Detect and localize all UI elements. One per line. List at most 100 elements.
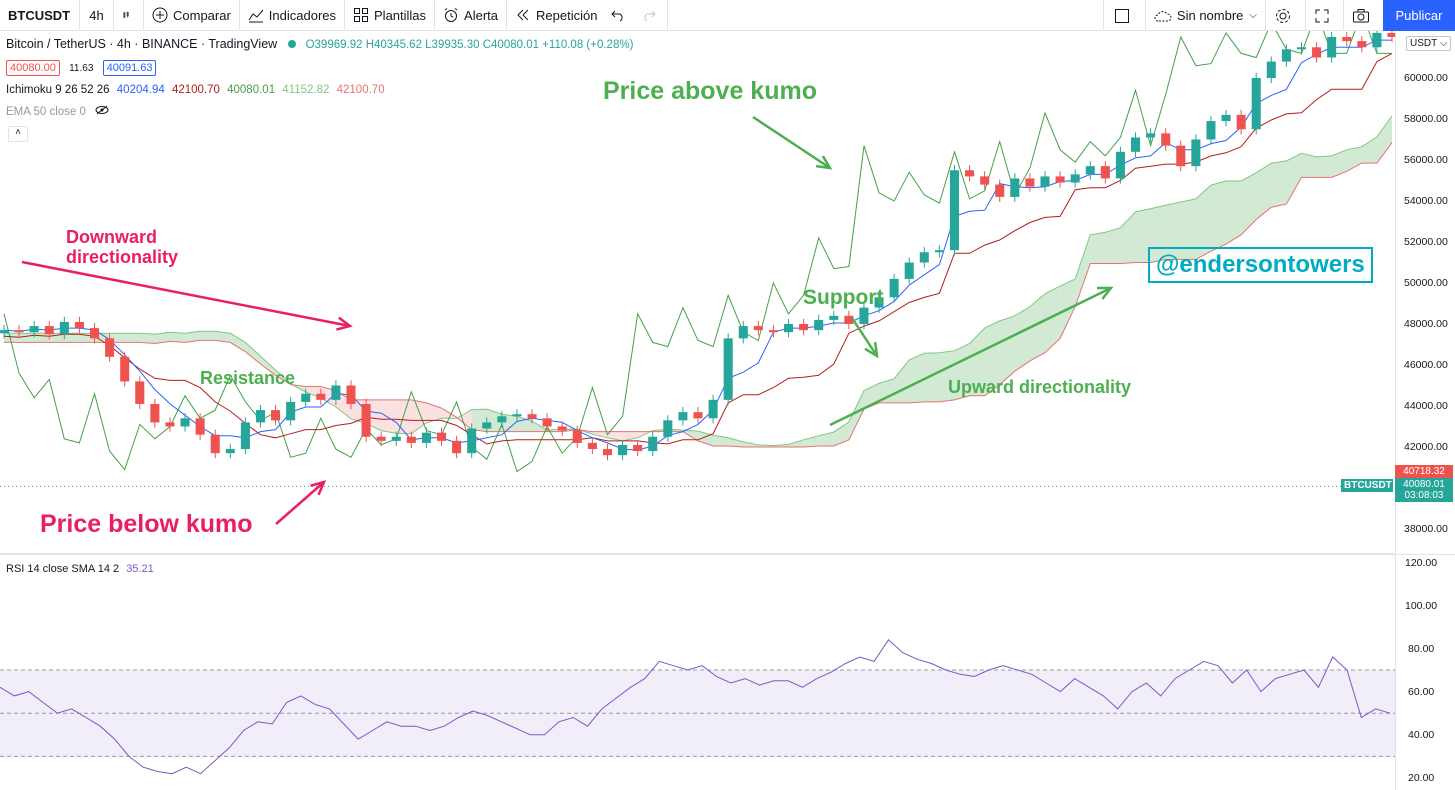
- top-toolbar: BTCUSDT 4h Comparar Indicadores Plantill…: [0, 0, 1455, 31]
- upward-arrow: [829, 286, 1112, 427]
- candle-body: [436, 432, 447, 441]
- candles-icon: [123, 11, 129, 19]
- interval-button[interactable]: 4h: [80, 0, 114, 31]
- price-tick: 46000.00: [1404, 359, 1448, 371]
- ichimoku-cloud-segment: [185, 331, 201, 343]
- replay-button[interactable]: Repetición: [507, 0, 605, 31]
- ichimoku-cloud-segment: [230, 333, 246, 352]
- ichimoku-cloud-segment: [1075, 234, 1091, 307]
- fullscreen-icon: [1315, 9, 1329, 22]
- candle-body: [1025, 178, 1035, 187]
- candle-body: [1040, 176, 1050, 187]
- price-tick: 58000.00: [1404, 113, 1448, 125]
- indicators-button[interactable]: Indicadores: [240, 0, 346, 31]
- candle-body: [799, 324, 809, 331]
- candle-body: [934, 250, 944, 253]
- candle-body: [316, 393, 326, 400]
- ichimoku-cloud-segment: [728, 437, 744, 447]
- chart-type-button[interactable]: [114, 0, 144, 31]
- rsi-axis[interactable]: [1395, 555, 1455, 790]
- ichimoku-spanB-value: 42100.70: [336, 84, 385, 96]
- ema-legend[interactable]: EMA 50 close 0: [6, 105, 109, 118]
- candle-body: [844, 315, 854, 324]
- right-toolbar: Sin nombre ⌵ Publicar: [1102, 0, 1455, 31]
- ichimoku-cloud-segment: [1226, 181, 1242, 245]
- ichimoku-cloud-segment: [139, 333, 155, 344]
- price-tick: 52000.00: [1404, 236, 1448, 248]
- candle-body: [753, 326, 763, 331]
- undo-icon: [611, 10, 624, 22]
- ichimoku-cloud-segment: [999, 315, 1015, 385]
- candle-body: [135, 381, 145, 404]
- settings-button[interactable]: [1266, 0, 1306, 31]
- ichimoku-cloud-segment: [34, 333, 50, 343]
- ichimoku-cloud-segment: [1256, 163, 1272, 220]
- price-tick: 44000.00: [1404, 400, 1448, 412]
- annotation-price-below: Price below kumo: [40, 510, 253, 538]
- candle-body: [1387, 32, 1397, 37]
- ichimoku-cloud-segment: [245, 342, 261, 364]
- alert-label: Alerta: [464, 7, 499, 23]
- candle-body: [708, 399, 718, 419]
- symbol-search-button[interactable]: BTCUSDT: [0, 0, 80, 31]
- fullscreen-button[interactable]: [1306, 0, 1344, 31]
- rsi-tick: 100.00: [1405, 600, 1438, 612]
- price-tick: 56000.00: [1404, 154, 1448, 166]
- ichimoku-tenkan-value: 40204.94: [116, 84, 165, 96]
- redo-button[interactable]: [636, 0, 669, 31]
- price-chart[interactable]: [0, 31, 1455, 790]
- price-tick: 60000.00: [1404, 72, 1448, 84]
- gear-icon: [1276, 8, 1290, 23]
- candle-body: [225, 449, 235, 454]
- rsi-tick: 80.00: [1408, 643, 1435, 655]
- publish-button[interactable]: Publicar: [1383, 0, 1455, 31]
- templates-button[interactable]: Plantillas: [345, 0, 436, 31]
- watermark-handle: @endersontowers: [1148, 247, 1373, 283]
- collapse-legend-button[interactable]: ˄: [8, 126, 28, 142]
- indicators-label: Indicadores: [268, 7, 337, 23]
- candle-body: [482, 422, 492, 429]
- candle-body: [1372, 32, 1382, 48]
- rsi-legend[interactable]: RSI 14 close SMA 14 2 35.21: [6, 563, 154, 575]
- ichimoku-cloud-segment: [1301, 153, 1317, 178]
- candle-body: [768, 330, 778, 333]
- ichimoku-cloud-segment: [1271, 161, 1287, 208]
- replay-label: Repetición: [536, 7, 598, 23]
- upward-arrow-head: [1096, 286, 1114, 300]
- ichimoku-chikou-span: [3, 31, 1392, 473]
- layout-name-label: Sin nombre: [1176, 8, 1244, 23]
- candle-body: [512, 414, 522, 417]
- alert-button[interactable]: Alerta: [435, 0, 508, 31]
- ichimoku-cloud-segment: [894, 359, 910, 403]
- candle-body: [195, 418, 205, 435]
- candle-body: [980, 176, 990, 185]
- undo-button[interactable]: [605, 0, 636, 31]
- high-price-tag: 40718.32: [1395, 465, 1453, 478]
- layout-name-button[interactable]: Sin nombre ⌵: [1146, 0, 1266, 31]
- candle-body: [919, 252, 929, 263]
- candle-body: [44, 326, 54, 335]
- ask-price-box[interactable]: 40091.63: [102, 60, 157, 76]
- candle-body: [255, 410, 266, 423]
- ichimoku-cloud-segment: [924, 352, 940, 402]
- price-tick: 54000.00: [1404, 195, 1448, 207]
- candle-body: [1176, 145, 1186, 167]
- candle-body: [1130, 137, 1141, 152]
- bid-price-box[interactable]: 40080.00: [6, 60, 60, 76]
- candle-body: [1296, 47, 1307, 50]
- currency-selector[interactable]: USDT ⌵: [1406, 36, 1452, 51]
- compare-button[interactable]: Comparar: [144, 0, 240, 31]
- ichimoku-legend[interactable]: Ichimoku 9 26 52 26 40204.94 42100.70 40…: [6, 84, 385, 96]
- candle-body: [210, 434, 220, 454]
- candle-body: [120, 356, 130, 382]
- snapshot-button[interactable]: [1344, 0, 1383, 31]
- candle-body: [346, 385, 356, 404]
- candle-body: [1236, 114, 1246, 130]
- chevron-up-icon: ˄: [15, 127, 21, 138]
- annotation-downward: Downward directionality: [66, 227, 179, 267]
- layout-toggle-button[interactable]: [1102, 0, 1146, 31]
- candle-body: [361, 403, 371, 437]
- ichimoku-cloud-segment: [1029, 293, 1045, 361]
- eye-hidden-icon[interactable]: [95, 105, 109, 118]
- ichimoku-cloud-segment: [848, 390, 864, 440]
